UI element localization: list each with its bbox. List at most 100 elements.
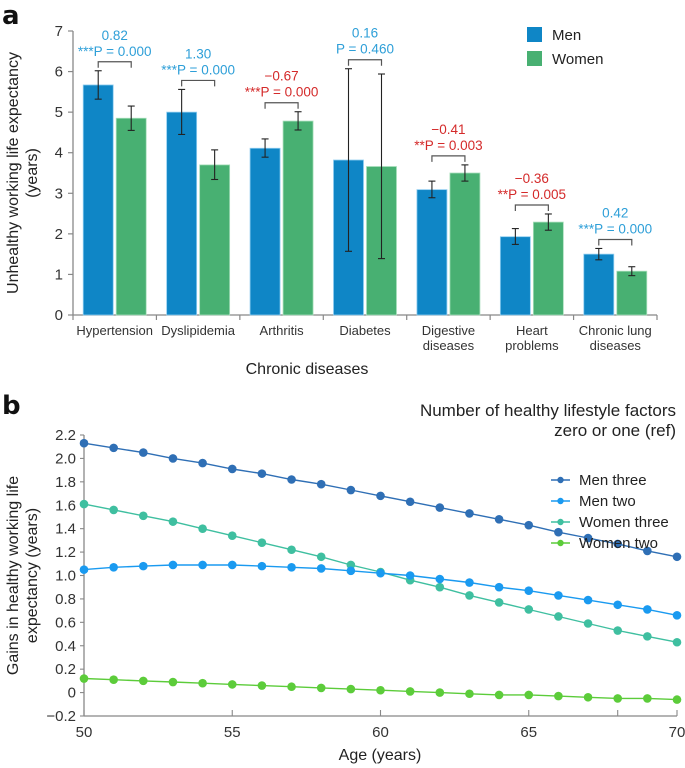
point-men-three-age-61 — [405, 497, 415, 507]
bar-men-heart-problems — [499, 236, 531, 316]
y-tick-label: 1.4 — [55, 521, 76, 538]
x-tick-label: 70 — [669, 724, 685, 741]
x-category-label-digestive-diseases: Digestive — [422, 323, 475, 338]
point-men-two-age-66 — [554, 591, 563, 600]
difference-label: 1.30 — [185, 46, 211, 61]
panel-b-legend: Number of healthy lifestyle factorszero … — [420, 401, 676, 552]
y-tick-label: 2 — [55, 226, 63, 243]
point-men-two-age-52 — [139, 561, 148, 571]
bar-women-dyslipidemia — [199, 164, 231, 316]
p-value-label: ***P = 0.000 — [161, 62, 235, 77]
y-tick-label: 4 — [55, 145, 63, 162]
point-women-three-age-69 — [643, 632, 652, 641]
y-tick-label: 0.2 — [55, 661, 76, 678]
p-value-label: ***P = 0.000 — [78, 44, 152, 59]
bar-men-hypertension — [82, 84, 114, 316]
p-value-label: **P = 0.005 — [498, 187, 566, 202]
point-women-three-age-68 — [613, 626, 622, 635]
legend-label-women-three: Women three — [579, 514, 669, 531]
point-women-two-age-63 — [465, 689, 474, 699]
point-men-two-age-53 — [168, 560, 178, 570]
panel-b-series — [79, 438, 682, 704]
point-women-two-age-70 — [672, 695, 682, 704]
point-men-two-age-51 — [109, 563, 118, 572]
legend-label-men-three: Men three — [579, 472, 647, 489]
panel-b-y-axis-title: Gains in healthy working life expectancy … — [5, 476, 41, 675]
p-value-label: P = 0.460 — [336, 42, 394, 57]
point-women-two-age-65 — [524, 690, 534, 700]
panel-a-bars — [82, 84, 648, 316]
bar-men-chronic-lung-diseases — [583, 253, 615, 316]
p-value-label: ***P = 0.000 — [578, 221, 652, 236]
y-axis-title-line: Gains in healthy working life — [5, 476, 22, 675]
point-women-two-age-60 — [376, 685, 385, 695]
point-men-two-age-65 — [524, 586, 534, 596]
significance-bracket — [431, 155, 466, 162]
y-tick-label: 2.2 — [55, 427, 76, 444]
point-men-three-age-68 — [613, 539, 622, 549]
point-men-two-age-59 — [346, 566, 356, 576]
point-women-three-age-62 — [435, 582, 445, 592]
significance-bracket — [598, 238, 633, 246]
p-value-label: **P = 0.003 — [414, 138, 482, 153]
point-men-two-age-67 — [583, 595, 593, 605]
point-men-two-age-63 — [465, 578, 474, 587]
legend-label-men: Men — [552, 27, 581, 44]
y-axis-title-line: Unhealthy working life expectancy — [5, 52, 22, 294]
significance-bracket — [347, 59, 383, 66]
point-men-three-age-62 — [435, 503, 445, 512]
x-category-label-chronic-lung-diseases: diseases — [590, 338, 642, 353]
x-category-label-dyslipidemia: Dyslipidemia — [161, 323, 235, 338]
point-women-two-age-57 — [287, 682, 296, 692]
bar-women-digestive-diseases — [449, 172, 481, 316]
y-tick-label: 1.8 — [55, 474, 76, 491]
y-tick-label: 5 — [55, 104, 63, 121]
point-men-two-age-57 — [287, 563, 296, 572]
legend-marker-men-two — [557, 497, 564, 505]
x-tick-label: 60 — [372, 724, 389, 741]
bar-women-hypertension — [115, 117, 147, 316]
point-women-three-age-56 — [257, 538, 267, 548]
panel-a: a Unhealthy working life expectancy (year… — [2, 1, 658, 378]
series-women-two — [79, 674, 682, 704]
point-men-three-age-56 — [257, 469, 267, 478]
x-tick-label: 55 — [224, 724, 241, 741]
bar-women-heart-problems — [532, 221, 564, 316]
point-women-two-age-55 — [227, 680, 237, 689]
point-women-two-age-53 — [168, 677, 178, 687]
point-women-three-age-51 — [109, 505, 118, 515]
point-men-three-age-63 — [465, 509, 474, 518]
y-tick-label: 3 — [55, 185, 63, 202]
point-men-three-age-59 — [346, 485, 356, 495]
point-men-two-age-69 — [643, 605, 652, 614]
y-tick-label: −0.2 — [46, 708, 76, 725]
y-tick-label: 0 — [68, 685, 76, 702]
significance-bracket — [97, 61, 132, 68]
point-men-three-age-64 — [494, 515, 504, 524]
point-women-two-age-51 — [109, 675, 118, 685]
significance-bracket — [514, 204, 549, 211]
difference-label: −0.41 — [431, 122, 465, 137]
x-category-label-digestive-diseases: diseases — [423, 338, 475, 353]
y-tick-label: 1.2 — [55, 544, 76, 561]
point-women-three-age-63 — [465, 591, 474, 600]
point-women-three-age-55 — [227, 531, 237, 540]
bar-men-dyslipidemia — [166, 111, 198, 316]
point-women-two-age-50 — [79, 674, 89, 683]
point-women-two-age-59 — [346, 684, 356, 694]
point-women-three-age-54 — [198, 524, 207, 533]
legend-title-line: zero or one (ref) — [554, 421, 676, 440]
x-category-label-chronic-lung-diseases: Chronic lung — [579, 323, 652, 338]
point-women-three-age-50 — [79, 499, 89, 509]
point-men-two-age-61 — [405, 571, 415, 580]
point-men-three-age-52 — [139, 448, 148, 457]
point-women-three-age-52 — [139, 511, 148, 521]
panel-b-y-ticks: −0.2 0 0.2 0.4 0.6 0.8 1.0 1.2 1.4 1.6 1.8 2.0 2.2 — [46, 427, 84, 725]
y-tick-label: 0.4 — [55, 638, 76, 655]
point-women-three-age-66 — [554, 612, 563, 621]
bar-women-chronic-lung-diseases — [616, 270, 648, 316]
y-axis-title-line: (years) — [24, 148, 41, 198]
significance-bracket — [181, 79, 216, 87]
point-women-two-age-62 — [435, 688, 445, 697]
point-women-two-age-54 — [198, 678, 207, 688]
